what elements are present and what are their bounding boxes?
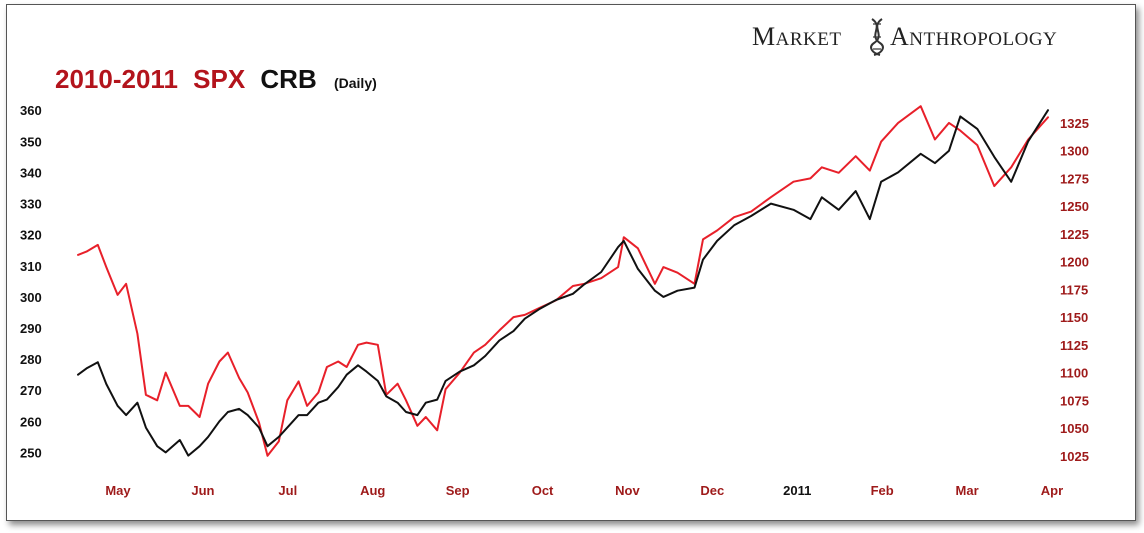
chart-frame [6, 4, 1136, 521]
x-tick-label: Jun [191, 483, 214, 498]
right-tick-label: 1250 [1060, 199, 1089, 214]
left-tick-label: 280 [20, 352, 42, 367]
right-tick-label: 1050 [1060, 421, 1089, 436]
left-tick-label: 300 [20, 290, 42, 305]
x-tick-label: Aug [360, 483, 385, 498]
left-tick-label: 270 [20, 383, 42, 398]
brand-word2-rest: NTHROPOLOGY [909, 29, 1057, 50]
svg-text:ANTHROPOLOGY: ANTHROPOLOGY [890, 22, 1057, 51]
title-crb: CRB [260, 64, 316, 94]
right-tick-label: 1225 [1060, 227, 1089, 242]
series-layer [77, 105, 1049, 457]
left-tick-label: 310 [20, 259, 42, 274]
x-tick-label: May [105, 483, 131, 498]
dna-helix-icon [870, 18, 884, 56]
right-axis-spx: 1025 1050 1075 1100 1125 1150 1175 1200 1225 1250… [1060, 116, 1089, 464]
title-period: (Daily) [334, 75, 377, 91]
svg-text:2010-2011 SPX CRB: 2010-2011 SPX CRB (Daily) [55, 64, 377, 94]
x-axis: May Jun Jul Aug Sep Oct Nov Dec 2011 Feb Mar Apr [105, 483, 1063, 498]
right-tick-label: 1025 [1060, 449, 1089, 464]
brand-word2-cap: A [890, 22, 909, 51]
right-tick-label: 1300 [1060, 144, 1089, 159]
right-tick-label: 1075 [1060, 393, 1089, 408]
title-years: 2010-2011 [55, 64, 178, 94]
brand-logo: MARKET ANTHROPOLOGY [752, 18, 1057, 56]
left-tick-label: 330 [20, 197, 42, 212]
right-tick-label: 1150 [1060, 310, 1088, 325]
right-tick-label: 1200 [1060, 255, 1089, 270]
right-tick-label: 1175 [1060, 282, 1088, 297]
x-tick-label: Apr [1041, 483, 1063, 498]
x-tick-label: Feb [871, 483, 894, 498]
right-tick-label: 1100 [1060, 366, 1088, 381]
left-tick-label: 360 [20, 103, 42, 118]
right-tick-label: 1125 [1060, 338, 1088, 353]
x-tick-label: Sep [446, 483, 470, 498]
x-tick-label: Mar [956, 483, 979, 498]
left-tick-label: 250 [20, 445, 42, 460]
x-tick-label: Dec [700, 483, 724, 498]
left-tick-label: 340 [20, 165, 42, 180]
right-tick-label: 1325 [1060, 116, 1089, 131]
brand-word1-cap: M [752, 22, 776, 51]
x-tick-label: Nov [615, 483, 640, 498]
left-tick-label: 260 [20, 414, 42, 429]
series-line-crb [77, 109, 1049, 457]
x-tick-label: Jul [278, 483, 297, 498]
right-tick-label: 1275 [1060, 171, 1089, 186]
x-tick-label: 2011 [783, 483, 811, 498]
left-tick-label: 350 [20, 134, 42, 149]
brand-word1-rest: ARKET [776, 29, 842, 50]
left-axis-crb: 250 260 270 280 290 300 310 320 330 340 350 360 [20, 103, 42, 460]
left-tick-label: 290 [20, 321, 42, 336]
chart-title: 2010-2011 SPX CRB (Daily) [55, 64, 377, 94]
series-line-spx [77, 105, 1049, 457]
svg-text:MARKET: MARKET [752, 22, 841, 51]
left-tick-label: 320 [20, 228, 42, 243]
title-spx: SPX [193, 64, 246, 94]
x-tick-label: Oct [532, 483, 554, 498]
